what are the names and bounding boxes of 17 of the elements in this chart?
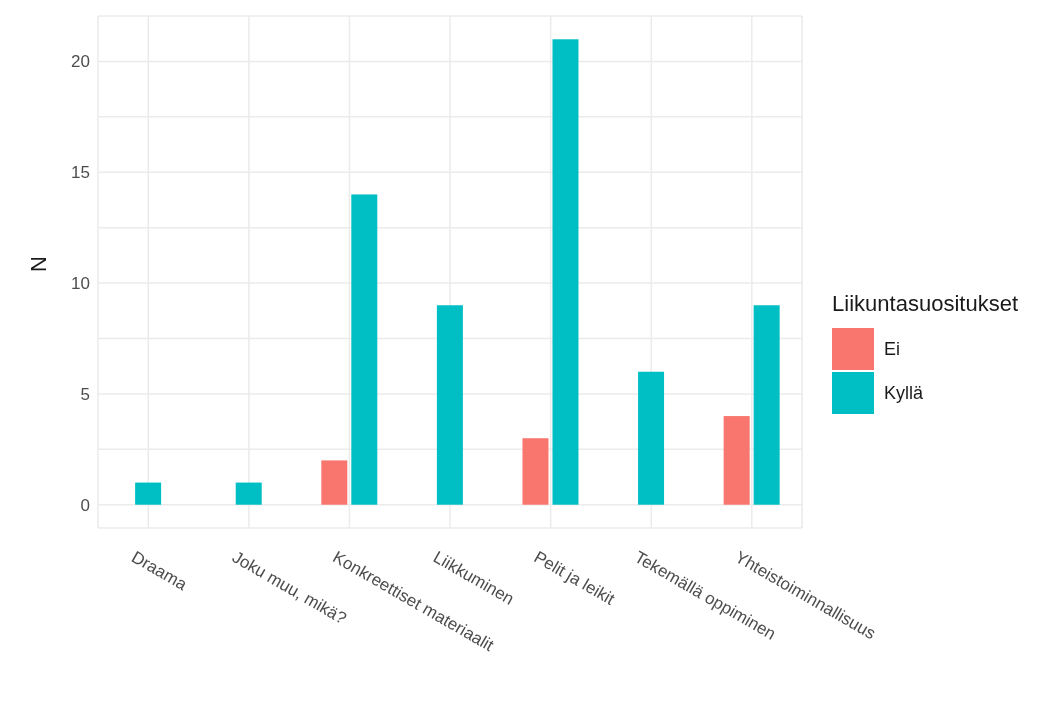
legend-title: Liikuntasuositukset: [832, 291, 1018, 317]
y-tick-label: 15: [71, 163, 90, 183]
bar: [723, 416, 750, 505]
bar: [235, 482, 262, 505]
bar: [522, 438, 549, 505]
y-tick-label: 20: [71, 52, 90, 72]
bar: [321, 460, 348, 505]
y-tick-label: 0: [80, 495, 90, 515]
legend-label: Ei: [884, 338, 901, 360]
y-axis-title: N: [25, 256, 51, 272]
bar: [638, 371, 665, 505]
x-tick-label: Pelit ja leikit: [530, 547, 619, 609]
bar: [436, 305, 463, 505]
legend-label: Kyllä: [884, 382, 924, 404]
y-tick-label: 5: [80, 384, 90, 404]
bar: [135, 482, 162, 505]
y-tick-label: 10: [71, 274, 90, 294]
